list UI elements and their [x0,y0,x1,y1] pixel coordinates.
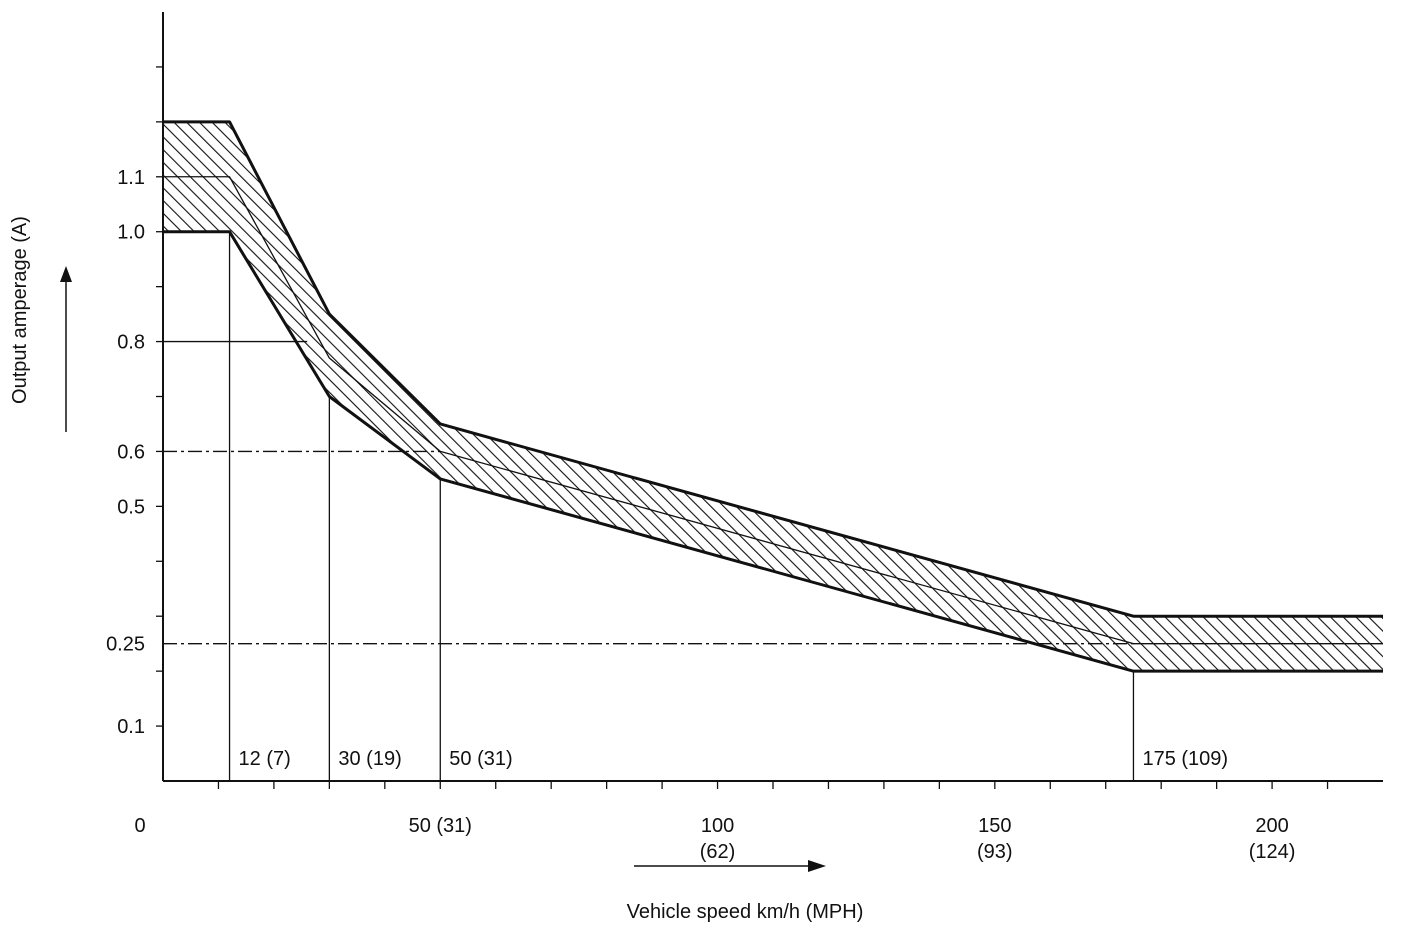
labels-group: Output amperage (A) Vehicle speed km/h (… [9,167,1295,923]
x-direction-arrowhead [808,860,826,872]
reference-lines-group: 12 (7) 30 (19) 50 (31) 175 (109) [163,231,1228,781]
x-tick-label-0: 0 [134,815,145,837]
y-tick-label-6: 0.1 [117,716,145,738]
y-tick-label-1: 1.0 [117,222,145,244]
y-tick-label-2: 0.8 [117,332,145,354]
y-tick-label-4: 0.5 [117,496,145,518]
reference-label-x-2: 50 (31) [449,748,512,770]
x-tick-label-2: 100 [701,815,734,837]
x-tick-sublabel-3: (93) [977,841,1013,863]
x-tick-label-3: 150 [978,815,1011,837]
x-tick-label-1: 50 (31) [409,815,472,837]
x-tick-sublabel-4: (124) [1249,841,1296,863]
x-tick-sublabel-2: (62) [700,841,736,863]
series-line-1 [163,176,1383,645]
series-line-2 [163,230,1383,673]
series-line-0 [163,120,1383,618]
y-axis-title: Output amperage (A) [9,216,31,404]
series-lines-group [163,120,1383,673]
tolerance-band [163,121,1383,672]
axes-group [60,12,1383,872]
reference-label-x-0: 12 (7) [239,748,291,770]
reference-label-x-3: 175 (109) [1142,748,1228,770]
y-tick-label-0: 1.1 [117,167,145,189]
x-tick-label-4: 200 [1255,815,1288,837]
y-tick-label-3: 0.6 [117,441,145,463]
x-axis-title: Vehicle speed km/h (MPH) [627,901,864,923]
tolerance-band-group [163,121,1383,672]
y-direction-arrowhead [60,266,72,282]
reference-label-x-1: 30 (19) [338,748,401,770]
y-tick-label-5: 0.25 [106,634,145,656]
